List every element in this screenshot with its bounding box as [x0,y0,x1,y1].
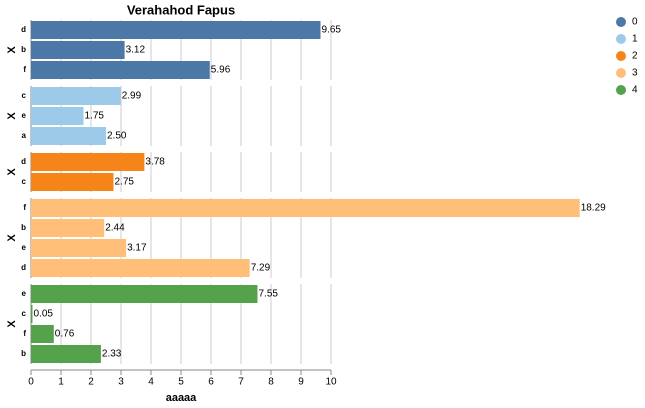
y-tick-label: e [22,111,27,120]
facet-label: X [6,46,18,54]
legend-label: 4 [632,85,638,96]
y-tick-label: d [21,157,26,166]
x-tick-label: 3 [118,377,124,388]
value-label: 0.76 [55,329,75,340]
x-tick-label: 4 [148,377,154,388]
value-label: 2.50 [107,131,127,142]
y-tick-label: b [21,349,26,358]
bar [31,345,101,363]
bar [31,325,54,343]
y-tick-label: b [21,223,26,232]
y-tick-label: c [22,177,27,186]
legend-label: 0 [632,17,638,28]
value-label: 3.17 [127,243,147,254]
y-tick-label: f [23,65,26,74]
value-label: 7.55 [259,289,279,300]
facet-label: X [6,168,18,176]
value-label: 2.44 [105,223,125,234]
bar [31,41,125,59]
x-tick-label: 6 [208,377,214,388]
y-tick-label: f [23,329,26,338]
chart-title: Verahahod Fapus [127,2,235,17]
value-label: 0.05 [34,309,54,320]
legend-swatch [616,34,626,44]
bar [31,305,33,323]
value-label: 3.78 [145,157,165,168]
x-tick-label: 8 [268,377,274,388]
bar [31,199,580,217]
bar [31,239,127,257]
bar [31,127,106,145]
bar [31,173,114,191]
legend-swatch [616,68,626,78]
bar [31,219,105,237]
value-label: 2.99 [122,91,142,102]
x-tick-label: 1 [58,377,64,388]
bar [31,61,210,79]
y-tick-label: b [21,45,26,54]
legend-swatch [616,51,626,61]
bar [31,107,84,125]
bar [31,285,258,303]
y-tick-label: d [21,263,26,272]
x-tick-label: 5 [178,377,184,388]
value-label: 2.33 [102,349,122,360]
bar [31,21,321,39]
value-label: 7.29 [251,263,271,274]
x-axis-title: aaaaa [166,392,197,404]
value-label: 2.75 [115,177,135,188]
y-tick-label: a [22,131,27,140]
facet-label: X [6,234,18,242]
value-label: 5.96 [211,65,231,76]
y-tick-label: c [22,91,27,100]
y-tick-label: e [22,243,27,252]
legend-swatch [616,17,626,27]
bar [31,153,145,171]
bar [31,259,250,277]
value-label: 3.12 [126,45,146,56]
x-tick-label: 10 [325,377,337,388]
legend-swatch [616,85,626,95]
legend-label: 3 [632,68,638,79]
value-label: 9.65 [322,25,342,36]
y-tick-label: e [22,289,27,298]
x-tick-label: 0 [28,377,34,388]
bar [31,87,121,105]
legend-label: 2 [632,51,638,62]
legend-label: 1 [632,34,638,45]
facet-label: X [6,112,18,120]
x-tick-label: 7 [238,377,244,388]
x-tick-label: 9 [298,377,304,388]
facet-label: X [6,320,18,328]
y-tick-label: c [22,309,27,318]
value-label: 1.75 [85,111,105,122]
y-tick-label: d [21,25,26,34]
x-tick-label: 2 [88,377,94,388]
value-label: 18.29 [581,203,606,214]
y-tick-label: f [23,203,26,212]
